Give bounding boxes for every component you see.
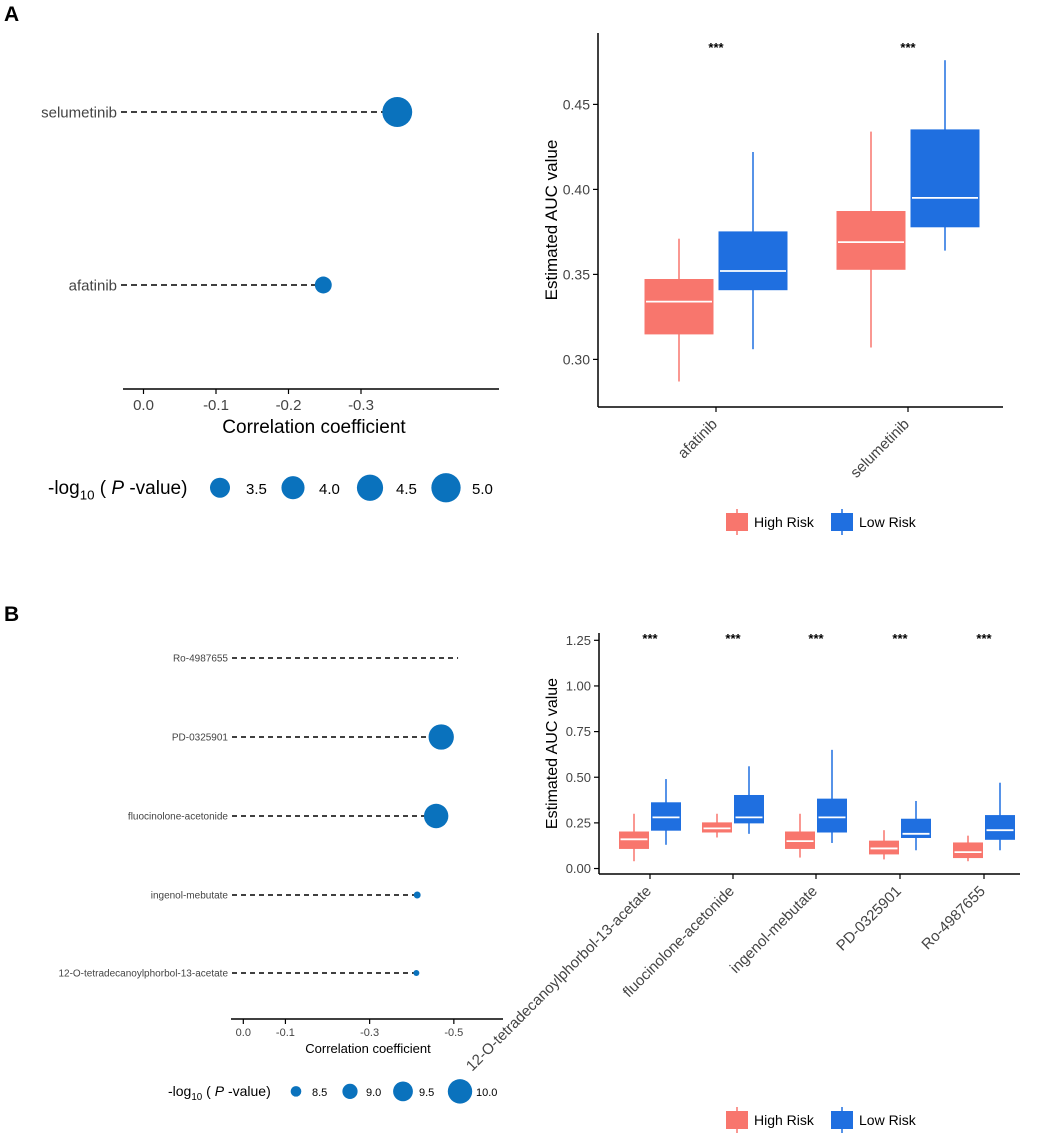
y-tick-label: 1.00 [566,678,591,693]
point-ingenol-mebutate [413,891,421,899]
x-tick-label: -0.1 [276,1027,295,1039]
x-tick-label: 0.0 [236,1027,251,1039]
legend-key-4-5 [356,474,384,501]
box-high-risk-afatinib [644,279,714,335]
point-selumetinib [382,97,413,127]
point-afatinib [314,276,332,294]
box-low-risk-ingenol-mebutate [817,798,847,833]
significance-stars: *** [976,631,992,646]
significance-stars: *** [642,631,658,646]
point-fluocinolone-acetonide [423,803,449,829]
box-low-risk-fluocinolone-acetonide [734,794,764,824]
y-axis-title: Estimated AUC value [542,140,561,301]
legend-entry-label: 9.0 [366,1087,381,1099]
x-axis-title: Correlation coefficient [222,417,406,438]
x-tick-label: -0.1 [203,397,229,414]
drug-label-ingenol-mebutate: ingenol-mebutate [151,891,229,902]
legend-label-low-risk: Low Risk [859,1112,917,1128]
y-tick-label: 0.45 [563,96,590,112]
legend-label-high-risk: High Risk [754,514,815,530]
panel-b-boxplot-chart: 0.00 0.25 0.50 0.75 1.00 1.25 Estimated AUC va… [463,631,1020,1133]
drug-label-pd-0325901: PD-0325901 [172,733,229,744]
legend-key-low-risk [831,513,853,531]
panel-a-label: A [4,3,19,26]
significance-stars: *** [808,631,824,646]
y-tick-label: 0.75 [566,724,591,739]
x-tick-label: 0.0 [133,397,154,414]
drug-label-ro-4987655: Ro-4987655 [173,654,228,665]
drug-label-selumetinib: selumetinib [41,104,117,121]
x-axis-title: Correlation coefficient [305,1041,431,1056]
significance-stars: *** [725,631,741,646]
significance-stars: *** [892,631,908,646]
legend-entry-label: 8.5 [312,1087,327,1099]
legend-key-4-0 [281,476,305,500]
point-pd-0325901 [428,724,454,750]
panel-a-lollipop-chart: 0.0 -0.1 -0.2 -0.3 Correlation coefficient se… [41,97,499,438]
box-high-risk-ro-4987655 [953,842,983,859]
box-low-risk-selumetinib [910,129,980,228]
legend-key-low-risk [831,1111,853,1129]
panel-b-size-legend: -log10 ( P -value) 8.5 9.0 9.5 10.0 [168,1079,497,1104]
y-tick-label: 0.40 [563,181,590,197]
box-low-risk-12-o-tetradecanoylphorbol-13-acetate [651,802,681,831]
legend-label-low-risk: Low Risk [859,514,917,530]
category-label-ingenol-mebutate: ingenol-mebutate [727,883,821,977]
legend-key-10-0 [447,1079,473,1104]
y-tick-label: 0.00 [566,861,591,876]
point-12-o-tetradecanoylphorbol-13-acetate [413,970,420,976]
panel-b-lollipop-chart: 0.0 -0.1 -0.3 -0.5 Correlation coefficient Ro… [58,654,503,1056]
drug-label-12-o-tetradecanoylphorbol-13-acetate: 12-O-tetradecanoylphorbol-13-acetate [58,969,228,980]
category-label-afatinib: afatinib [675,416,721,462]
legend-key-8-5 [290,1086,302,1097]
drug-label-afatinib: afatinib [69,277,117,294]
panel-a-size-legend: -log10 ( P -value) 3.5 4.0 4.5 5.0 [48,473,493,503]
significance-stars: *** [900,40,916,55]
category-label-12-o-tetradecanoylphorbol-13-acetate: 12-O-tetradecanoylphorbol-13-acetate [463,883,655,1075]
panel-b-label: B [4,603,19,626]
category-label-pd-0325901: PD-0325901 [833,883,905,955]
legend-key-9-5 [393,1081,413,1102]
box-high-risk-ingenol-mebutate [785,831,815,849]
y-axis-title: Estimated AUC value [544,678,561,829]
y-tick-label: 0.35 [563,266,590,282]
legend-entry-label: 10.0 [476,1087,497,1099]
legend-key-high-risk [726,1111,748,1129]
y-tick-label: 0.30 [563,351,590,367]
y-tick-label: 0.25 [566,815,591,830]
box-low-risk-afatinib [718,231,788,291]
legend-key-3-5 [210,477,230,498]
legend-key-5-0 [431,473,461,503]
legend-key-high-risk [726,513,748,531]
legend-entry-label: 3.5 [246,481,267,498]
legend-entry-label: 4.0 [319,481,340,498]
x-tick-label: -0.2 [276,397,302,414]
significance-stars: *** [708,40,724,55]
drug-label-fluocinolone-acetonide: fluocinolone-acetonide [128,812,229,823]
legend-label-high-risk: High Risk [754,1112,815,1128]
legend-entry-label: 4.5 [396,481,417,498]
y-tick-label: 1.25 [566,633,591,648]
legend-title: -log10 ( P -value) [48,478,187,503]
legend-title: -log10 ( P -value) [168,1083,271,1103]
legend-entry-label: 9.5 [419,1087,434,1099]
panel-a-boxplot-chart: 0.30 0.35 0.40 0.45 Estimated AUC value afati… [542,33,1003,535]
legend-entry-label: 5.0 [472,481,493,498]
box-high-risk-selumetinib [836,211,906,270]
category-label-ro-4987655: Ro-4987655 [918,883,988,953]
x-tick-label: -0.3 [348,397,374,414]
x-tick-label: -0.5 [444,1027,463,1039]
x-tick-label: -0.3 [360,1027,379,1039]
box-low-risk-pd-0325901 [901,818,931,838]
box-high-risk-12-o-tetradecanoylphorbol-13-acetate [619,831,649,849]
box-low-risk-ro-4987655 [985,815,1015,840]
box-high-risk-fluocinolone-acetonide [702,822,732,833]
category-label-selumetinib: selumetinib [847,416,913,482]
legend-key-9-0 [342,1083,358,1099]
box-high-risk-pd-0325901 [869,840,899,855]
y-tick-label: 0.50 [566,770,591,785]
